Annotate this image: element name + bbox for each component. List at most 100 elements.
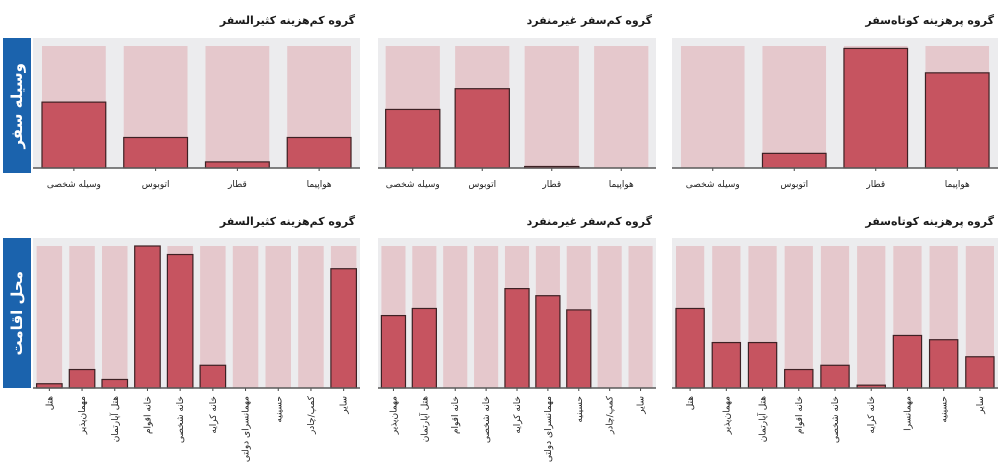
x-tick-label: مهمانسرای دولتی [544,396,554,462]
chart-panel: گروه پرهزینه کوتاه‌سفر هتل مهمان‌پذیر هتل آ… [672,0,998,475]
bar [928,339,959,389]
x-tick-label: اتوبوس [142,180,170,190]
x-tick-label: هواپیما [945,180,970,190]
bar [892,334,923,389]
x-tick-label: اتوبوس [780,180,808,190]
row-label-text: وسیله سفر [8,62,26,149]
bar-chart: وسیله شخصی اتوبوس قطار هواپیما [378,38,656,190]
bar [134,245,161,389]
bar [965,356,995,389]
bar [843,47,909,169]
x-tick-label: هتل [45,396,55,411]
x-tick-label: حسینیه [575,396,585,423]
row-label-accommodation: محل اقامت [3,238,31,388]
bar-track [820,246,850,388]
bar [101,378,129,389]
bar [820,364,850,389]
bar-chart: وسیله شخصی اتوبوس قطار هواپیما [33,38,360,190]
x-tick-label: هتل آپارتمان [418,396,430,443]
x-tick-label: خانه شخصی [831,396,841,443]
chart-title: گروه کم‌هزینه کثیرالسفر [219,215,355,228]
chart-title: گروه پرهزینه کوتاه‌سفر [865,14,994,27]
x-tick-label: خانه کرایه [209,396,219,434]
x-tick-label: مهمان‌پذیر [722,396,732,435]
bar-track [784,246,813,388]
x-tick-label: خانه کرایه [867,396,877,434]
x-tick-label: وسیله شخصی [386,180,440,190]
chart-panel: گروه کم‌هزینه کثیرالسفر هتل مهمان‌پذیر هتل … [33,0,360,475]
x-tick-label: وسیله شخصی [47,180,101,190]
x-tick-label: خانه اقوام [795,396,805,434]
chart-panel: گروه کم‌سفر غیرمنفرد مهمان‌پذیر هتل آپارتم… [378,0,656,475]
x-tick-label: وسیله شخصی [686,180,740,190]
bar [535,295,561,389]
bar-track [524,46,579,168]
x-tick-label: حسینیه [940,396,950,423]
bar-track [101,246,128,388]
x-tick-label: هتل آپارتمان [757,396,769,443]
x-tick-label: قطار [865,180,885,190]
bar [784,368,814,389]
bar-track [628,246,653,388]
chart-title: گروه کم‌هزینه کثیرالسفر [219,14,355,27]
bar [199,364,227,389]
chart-title: گروه کم‌سفر غیرمنفرد [526,14,652,27]
bar-track [36,246,63,388]
bar [68,368,96,389]
x-tick-label: قطار [227,180,247,190]
bar-track [857,246,886,388]
x-tick-label: مهمانسرای دولتی [242,396,252,462]
bar-track [762,46,827,168]
x-tick-label: کمپ/چادر [307,395,317,435]
bar-track [265,246,292,388]
x-tick-label: خانه اقوام [143,396,153,434]
x-tick-label: مهمان‌پذیر [78,396,88,435]
chart-panel: گروه کم‌سفر غیرمنفرد وسیله شخصی اتوبوس قطار… [378,0,656,230]
bar [747,341,778,389]
bar-track [594,46,649,168]
x-tick-label: حسینیه [274,396,284,423]
bar-track [200,246,226,388]
bar [675,307,705,389]
bar [411,307,437,389]
chart-panel: گروه پرهزینه کوتاه‌سفر وسیله شخصی اتوبوس قط… [672,0,998,230]
x-tick-label: هواپیما [609,180,634,190]
bar-track [474,246,499,388]
x-tick-label: مهمانسرا [903,396,913,431]
bar-track [298,246,324,388]
chart-title: گروه پرهزینه کوتاه‌سفر [865,215,994,228]
bar [330,268,358,389]
x-tick-label: سایر [637,396,647,415]
bar [504,288,530,389]
x-tick-label: خانه شخصی [482,396,492,443]
bar [711,341,742,389]
bar [566,309,592,389]
bar [166,253,194,389]
x-tick-label: هواپیما [307,180,332,190]
x-tick-label: هتل آپارتمان [109,396,121,443]
x-tick-label: قطار [541,180,561,190]
x-tick-label: اتوبوس [468,180,496,190]
x-tick-label: کمپ/چادر [606,395,616,435]
x-tick-label: هتل [686,396,696,411]
row-label-text: محل اقامت [8,270,26,356]
bar-chart: وسیله شخصی اتوبوس قطار هواپیما [672,38,998,190]
bar-track [69,246,95,388]
bar-chart: هتل مهمان‌پذیر هتل آپارتمان خانه اقوام خانه … [33,238,360,462]
x-tick-label: خانه کرایه [513,396,523,434]
bar [454,88,510,169]
chart-title: گروه کم‌سفر غیرمنفرد [526,215,652,228]
chart-panel: گروه کم‌هزینه کثیرالسفر وسیله شخصی اتوبوس ق… [33,0,360,230]
x-tick-label: خانه شخصی [176,396,186,443]
bar-track [205,46,270,168]
bar [123,136,189,169]
bar [385,108,441,169]
bar-track [443,246,468,388]
bar-track [680,46,745,168]
bar [380,314,407,389]
bar-track [232,246,259,388]
x-tick-label: سایر [340,396,350,415]
x-tick-label: خانه اقوام [451,396,461,434]
x-tick-label: سایر [976,396,986,415]
bar [286,136,352,169]
